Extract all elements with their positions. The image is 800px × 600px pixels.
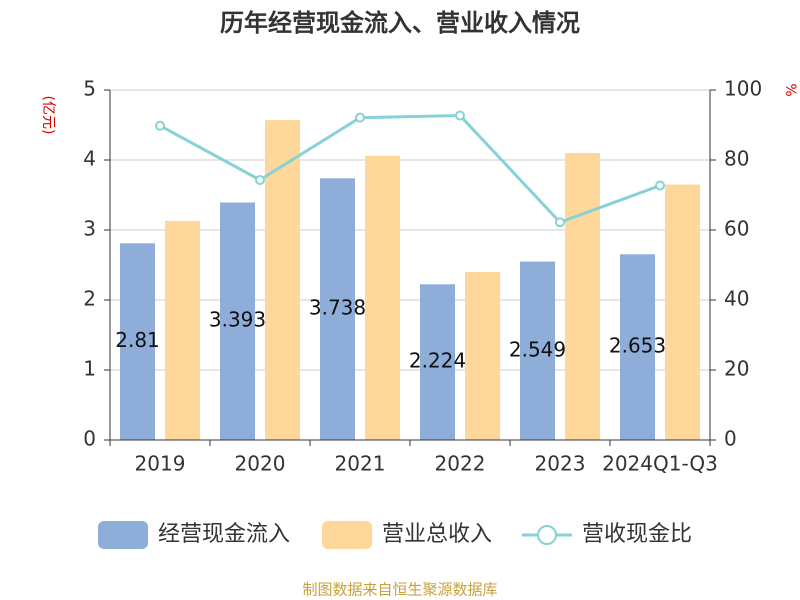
y-tick-label: 3 [83,217,96,241]
line-point [455,110,465,121]
bar [665,184,700,440]
bar [420,284,455,440]
line [159,114,661,225]
legend-label: 经营现金流入 [158,522,290,547]
bar [320,178,355,440]
line-point [255,174,265,185]
x-tick-label: 2021 [335,452,386,476]
bar [265,120,300,440]
bar [120,243,155,440]
line-point [655,180,665,191]
bar [620,254,655,440]
value-label: 2.81 [115,328,160,352]
source-note: 制图数据来自恒生聚源数据库 [302,581,497,599]
x-tick-label: 2020 [235,452,286,476]
value-label: 3.393 [209,308,266,332]
y2-tick-label: 0 [724,427,737,451]
y-axis-label: (亿元) [40,96,56,135]
y2-tick-label: 40 [724,287,749,311]
line-point [155,120,165,131]
bar [220,202,255,440]
value-label: 2.653 [609,334,666,358]
y2-tick-label: 60 [724,217,749,241]
line-point [355,112,365,123]
value-label: 3.738 [309,296,366,320]
legend-symbol [537,525,557,545]
bar [520,261,555,440]
y-tick-label: 1 [83,357,96,381]
legend-label: 营收现金比 [582,522,692,547]
bar [165,220,200,440]
x-tick-label: 2019 [135,452,186,476]
y2-tick-label: 80 [724,147,749,171]
y-tick-label: 0 [83,427,96,451]
y2-tick-label: 20 [724,357,749,381]
legend-symbol [98,521,148,549]
bar [365,155,400,441]
legend-label: 营业总收入 [382,522,492,547]
y-tick-label: 4 [83,147,96,171]
x-tick-label: 2024Q1-Q3 [602,452,718,476]
x-tick-label: 2023 [535,452,586,476]
line-point [555,217,565,228]
bar [565,153,600,440]
legend-symbol [322,521,372,549]
y2-axis-label: % [782,83,798,96]
chart-title: 历年经营现金流入、营业收入情况 [220,9,580,37]
y-tick-label: 2 [83,287,96,311]
value-label: 2.224 [409,349,466,373]
y-tick-label: 5 [83,77,96,101]
value-label: 2.549 [509,337,566,361]
x-tick-label: 2022 [435,452,486,476]
y2-tick-label: 100 [724,77,762,101]
bar [465,272,500,440]
